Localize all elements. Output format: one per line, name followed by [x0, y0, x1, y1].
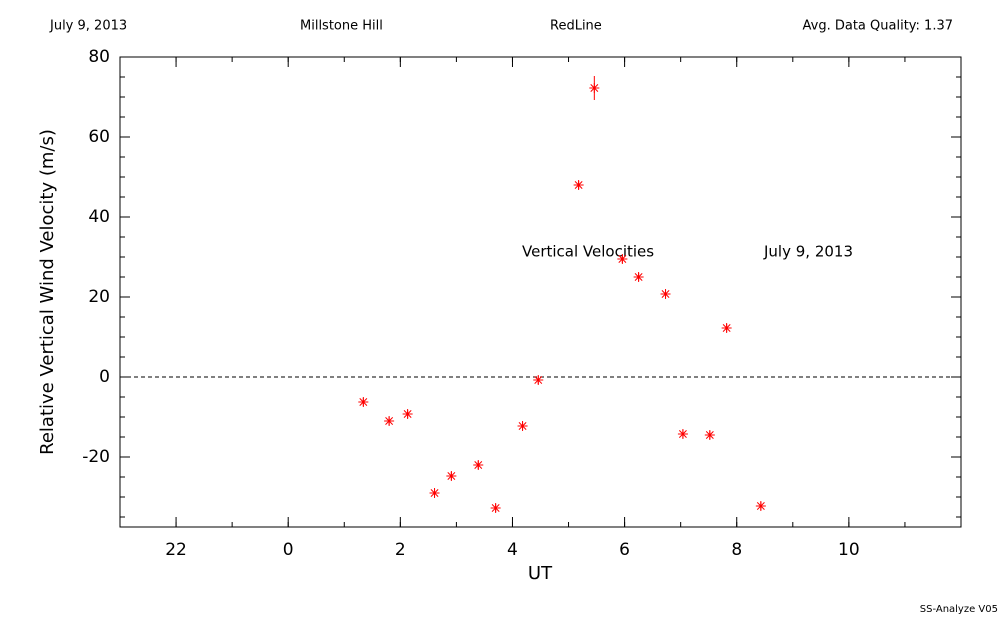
y-tick-label: 0	[99, 367, 110, 387]
x-tick-label: 0	[283, 540, 294, 560]
data-point	[660, 289, 671, 299]
data-point	[533, 375, 544, 385]
header-site: Millstone Hill	[300, 19, 383, 34]
data-point	[677, 429, 688, 439]
x-tick-label: 4	[507, 540, 518, 560]
data-point	[517, 421, 528, 431]
y-tick-label: -20	[82, 447, 110, 467]
y-tick-label: 40	[88, 207, 110, 227]
data-point	[589, 83, 600, 93]
header-quality: Avg. Data Quality: 1.37	[803, 19, 953, 34]
y-tick-label: 60	[88, 127, 110, 147]
x-tick-label: 6	[619, 540, 630, 560]
data-point	[384, 416, 395, 426]
y-tick-label: 80	[88, 47, 110, 67]
data-point	[490, 503, 501, 513]
data-point	[358, 397, 369, 407]
data-point	[573, 180, 584, 190]
data-point	[473, 460, 484, 470]
footer: SS-Analyze V05	[920, 604, 998, 615]
data-point	[446, 471, 457, 481]
plot-frame	[119, 56, 962, 528]
header-filter: RedLine	[550, 19, 602, 34]
x-tick-label: 10	[838, 540, 860, 560]
x-tick-label: 22	[165, 540, 187, 560]
data-point	[704, 430, 715, 440]
data-point	[429, 488, 440, 498]
x-tick-label: 8	[731, 540, 742, 560]
annotation: July 9, 2013	[763, 243, 853, 261]
data-point	[755, 501, 766, 511]
data-point	[721, 323, 732, 333]
data-point	[402, 409, 413, 419]
x-axis-title: UT	[528, 563, 553, 584]
y-axis-title: Relative Vertical Wind Velocity (m/s)	[37, 129, 58, 455]
header-date: July 9, 2013	[49, 19, 127, 34]
data-point	[633, 272, 644, 282]
annotation: Vertical Velocities	[522, 243, 654, 261]
data-point	[617, 254, 628, 264]
y-tick-label: 20	[88, 287, 110, 307]
x-tick-label: 2	[395, 540, 406, 560]
